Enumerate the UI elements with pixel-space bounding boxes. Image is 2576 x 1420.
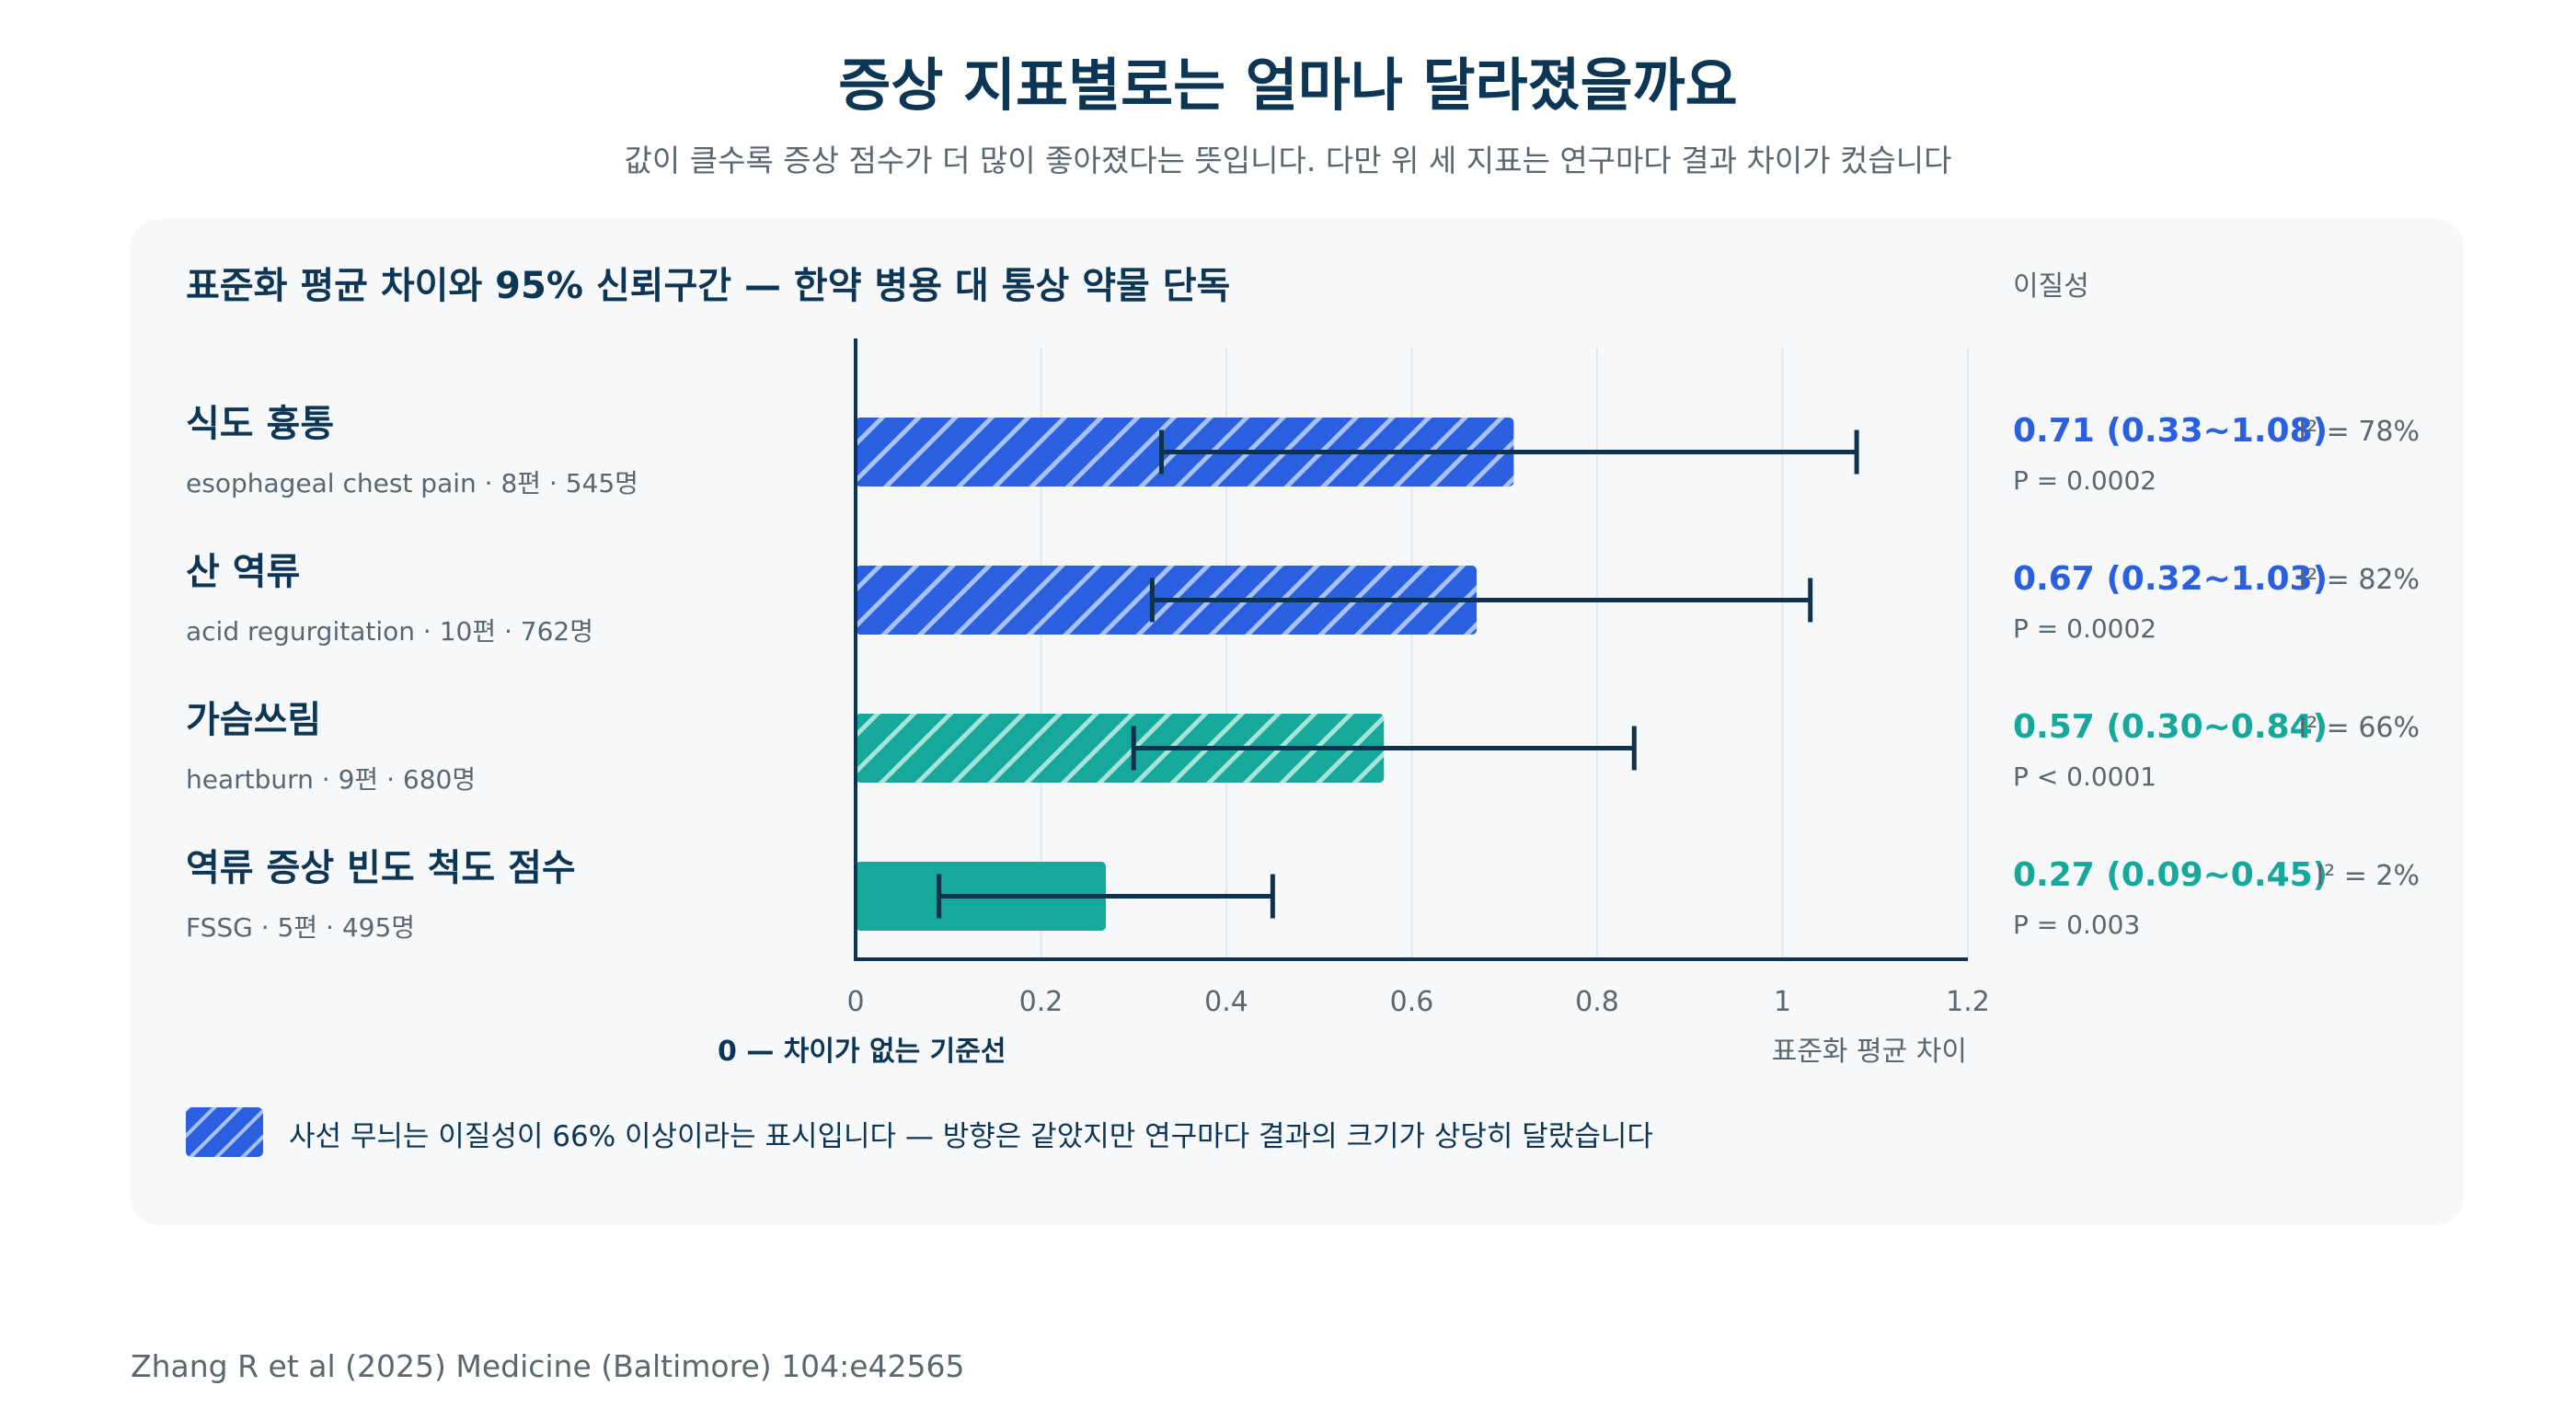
row-meta: FSSG · 5편 · 495명 [186,912,416,943]
x-tick-label: 0.8 [1575,986,1619,1018]
data-label-smd-ci: 0.71 (0.33~1.08) [2013,412,2329,450]
x-tick-label: 1.2 [1946,986,1990,1018]
row-name: 역류 증상 빈도 척도 점수 [186,847,576,889]
i2-value: I² = 66% [2298,712,2420,744]
baseline-label: 0 — 차이가 없는 기준선 [718,1036,1006,1068]
chart-panel: 표준화 평균 차이와 95% 신뢰구간 — 한약 병용 대 통상 약물 단독 이… [131,219,2464,1225]
i2-value: I² = 78% [2298,416,2420,448]
p-value: P = 0.003 [2013,910,2141,940]
row-meta: acid regurgitation · 10편 · 762명 [186,616,593,647]
row-label: 가슴쓰림 heartburn · 9편 · 680명 [186,690,476,796]
x-tick-label: 0.6 [1390,986,1434,1018]
row-label: 산 역류 acid regurgitation · 10편 · 762명 [186,542,593,648]
effect-bar [856,714,1385,783]
row-name: 가슴쓰림 [186,699,322,741]
row-label: 역류 증상 빈도 척도 점수 FSSG · 5편 · 495명 [186,838,576,945]
row-name: 식도 흉통 [186,403,335,445]
page-title: 증상 지표별로는 얼마나 달라졌을까요 [838,52,1738,119]
x-tick-label: 0 [846,986,864,1018]
row-meta: esophageal chest pain · 8편 · 545명 [186,468,638,498]
p-value: P = 0.0002 [2013,465,2157,496]
source-citation: Zhang R et al (2025) Medicine (Baltimore… [131,1348,965,1384]
x-tick-label: 0.2 [1019,986,1064,1018]
row-name: 산 역류 [186,551,301,593]
i2-value: I² = 82% [2298,564,2420,596]
x-tick-label: 1 [1774,986,1791,1018]
data-label-smd-ci: 0.57 (0.30~0.84) [2013,708,2329,746]
row-meta: heartburn · 9편 · 680명 [186,764,477,795]
legend-hatch-swatch [186,1107,263,1157]
forest-bar-chart: 0 0.2 0.4 0.6 0.8 1 1.2 [846,338,1990,1018]
i2-value: I² = 2% [2316,860,2420,892]
p-value: P < 0.0001 [2013,762,2157,792]
page-subtitle: 값이 클수록 증상 점수가 더 많이 좋아졌다는 뜻입니다. 다만 위 세 지표… [624,143,1952,178]
data-label-smd-ci: 0.27 (0.09~0.45) [2013,856,2329,894]
x-axis-label: 표준화 평균 차이 [1771,1036,1967,1068]
panel-title: 표준화 평균 차이와 95% 신뢰구간 — 한약 병용 대 통상 약물 단독 [186,265,1231,307]
heterogeneity-header: 이질성 [2013,270,2089,303]
p-value: P = 0.0002 [2013,613,2157,644]
data-label-smd-ci: 0.67 (0.32~1.03) [2013,560,2329,598]
x-tick-label: 0.4 [1204,986,1248,1018]
legend-text: 사선 무늬는 이질성이 66% 이상이라는 표시입니다 — 방향은 같았지만 연… [289,1120,1653,1153]
row-label: 식도 흉통 esophageal chest pain · 8편 · 545명 [186,394,638,500]
